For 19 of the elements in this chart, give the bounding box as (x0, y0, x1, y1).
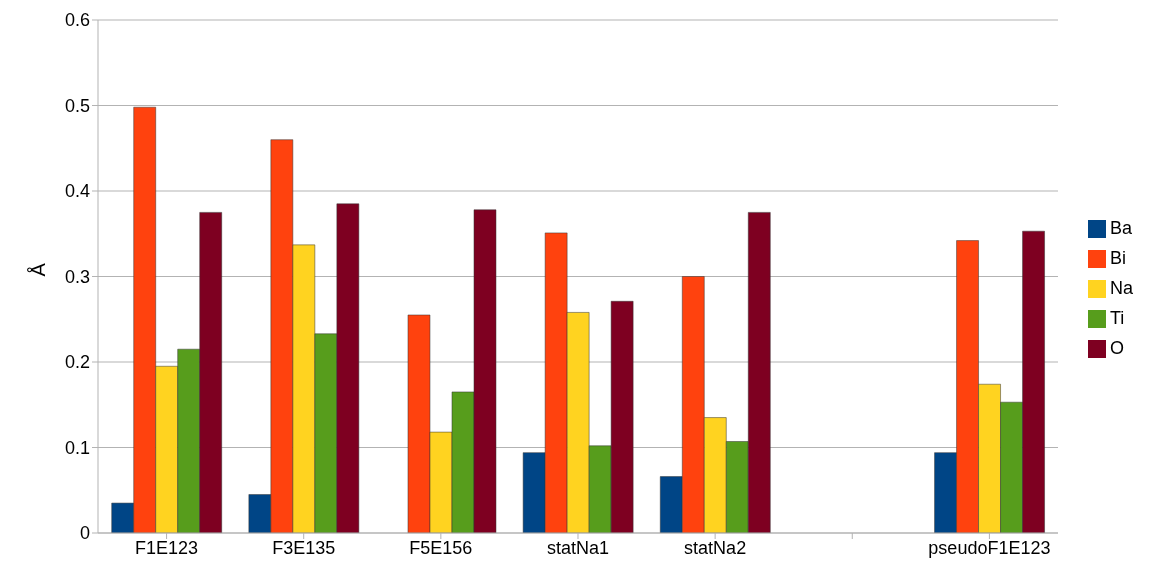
legend-label: Bi (1109, 248, 1126, 268)
x-tick-label: statNa2 (684, 537, 747, 558)
x-tick-label: F3E135 (272, 537, 336, 558)
x-tick-label: F1E123 (135, 537, 199, 558)
x-tick-label: pseudoF1E123 (928, 537, 1051, 558)
y-tick-label: 0.2 (64, 352, 90, 373)
y-tick-label: 0.4 (64, 181, 90, 202)
legend-label: Ti (1109, 308, 1125, 328)
x-tick-label: F5E156 (409, 537, 473, 558)
y-tick-label: 0.6 (64, 10, 90, 31)
x-tick-label: statNa1 (546, 537, 610, 558)
y-tick-label: 0.5 (64, 95, 90, 116)
y-tick-label: 0.1 (64, 437, 90, 458)
y-tick-label: 0.3 (64, 266, 90, 287)
legend-label: O (1109, 338, 1124, 358)
legend-label: Na (1109, 278, 1133, 298)
legend-label: Ba (1109, 218, 1133, 238)
y-tick-label: 0 (79, 523, 90, 544)
y-axis-title: Å (27, 262, 50, 277)
